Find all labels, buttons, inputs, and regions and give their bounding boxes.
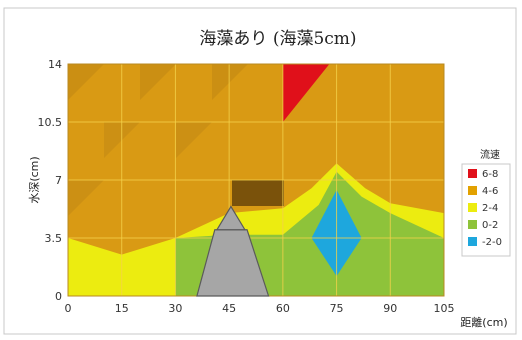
x-tick-label: 15 xyxy=(115,302,129,315)
shade-dark-band xyxy=(232,180,284,206)
legend-swatch xyxy=(468,169,477,178)
seaweed-obstacle xyxy=(196,229,270,297)
x-tick-label: 60 xyxy=(276,302,290,315)
x-tick-label: 0 xyxy=(65,302,72,315)
x-tick-label: 30 xyxy=(168,302,182,315)
legend-label: 2-4 xyxy=(482,203,498,214)
shade-band xyxy=(140,64,176,100)
legend-label: -2-0 xyxy=(482,237,502,248)
y-tick-label: 14 xyxy=(48,58,62,71)
seaweed-tip xyxy=(215,205,246,231)
x-tick-label: 90 xyxy=(383,302,397,315)
legend-label: 4-6 xyxy=(482,186,498,197)
x-axis-ticks: 0 15 30 45 60 75 90 105 xyxy=(65,302,455,315)
legend-items: 6-8 4-6 2-4 0-2 -2-0 xyxy=(468,169,502,248)
shade-band xyxy=(68,64,104,100)
y-tick-label: 7 xyxy=(55,174,62,187)
legend-label: 0-2 xyxy=(482,220,498,231)
legend: 流速 6-8 4-6 2-4 0-2 -2-0 xyxy=(461,148,511,257)
y-axis-ticks: 0 3.5 7 10.5 14 xyxy=(38,58,63,303)
legend-swatch xyxy=(468,186,477,195)
y-tick-label: 10.5 xyxy=(38,116,63,129)
region-6_8 xyxy=(282,64,330,122)
x-tick-label: 45 xyxy=(222,302,236,315)
chart-title: 海藻あり (海藻5cm) xyxy=(199,29,356,49)
shade-band xyxy=(68,180,104,216)
plot-area xyxy=(67,63,445,297)
legend-swatch xyxy=(468,237,477,246)
grid xyxy=(67,63,445,297)
legend-label: 6-8 xyxy=(482,169,498,180)
x-axis-label: 距離(cm) xyxy=(460,315,507,329)
legend-title: 流速 xyxy=(480,148,500,161)
y-axis-label: 水深(cm) xyxy=(28,156,41,203)
legend-swatch xyxy=(468,203,477,212)
legend-swatch xyxy=(468,220,477,229)
shade-band xyxy=(212,64,248,100)
x-tick-label: 105 xyxy=(434,302,455,315)
y-tick-label: 0 xyxy=(55,290,62,303)
x-tick-label: 75 xyxy=(330,302,344,315)
y-tick-label: 3.5 xyxy=(45,232,63,245)
shade-band xyxy=(176,122,212,158)
